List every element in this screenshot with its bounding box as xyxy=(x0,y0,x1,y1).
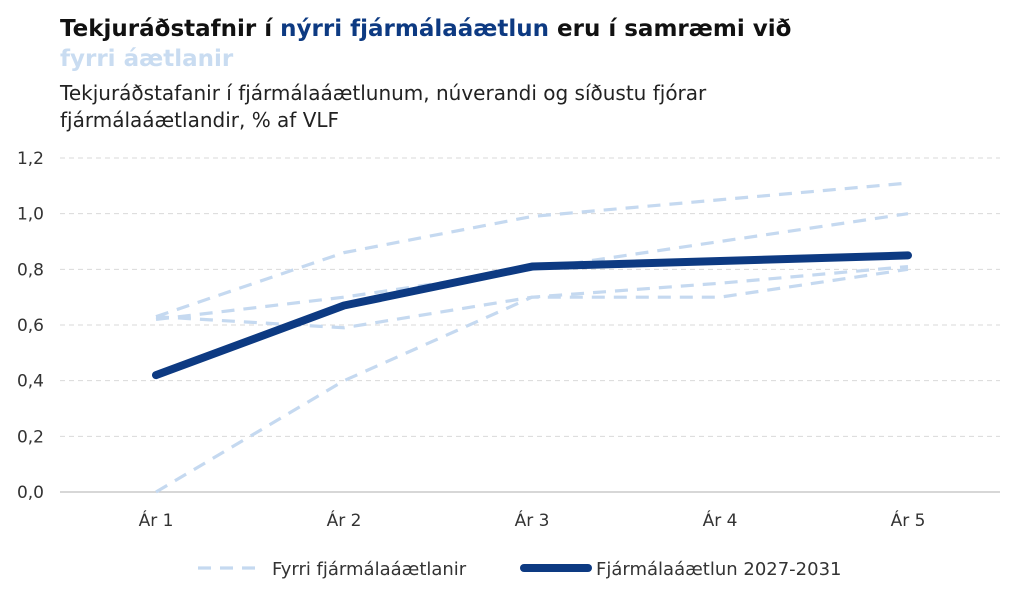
chart-title: Tekjuráðstafnir í nýrri fjármálaáætlun e… xyxy=(60,14,820,74)
x-tick-label: Ár 1 xyxy=(139,509,174,531)
legend-current-label: Fjármálaáætlun 2027-2031 xyxy=(596,559,841,580)
y-tick-label: 1,0 xyxy=(17,205,44,225)
y-tick-label: 1,2 xyxy=(17,149,44,169)
title-part-4: fyrri áætlanir xyxy=(60,46,234,72)
title-part-1: Tekjuráðstafnir í xyxy=(60,16,281,42)
x-tick-label: Ár 2 xyxy=(327,509,362,531)
title-part-3: eru í samræmi við xyxy=(549,16,792,42)
y-tick-label: 0,4 xyxy=(17,372,44,392)
x-tick-label: Ár 3 xyxy=(515,509,550,531)
y-tick-label: 0,2 xyxy=(17,427,44,447)
axis-layer: 0,0 0,2 0,4 0,6 0,8 1,0 1,2 Ár 1 Ár 2 Ár 3 Ár 4 Ár … xyxy=(17,149,1000,531)
y-tick-label: 0,0 xyxy=(17,483,44,503)
title-part-2: nýrri fjármálaáætlun xyxy=(280,16,550,42)
previous-plan-line-3 xyxy=(155,267,909,494)
y-tick-label: 0,6 xyxy=(17,316,44,336)
x-tick-label: Ár 5 xyxy=(891,509,926,531)
previous-plan-line-0 xyxy=(155,181,909,319)
series-layer xyxy=(152,181,912,494)
y-tick-label: 0,8 xyxy=(17,260,44,280)
chart-subtitle: Tekjuráðstafanir í fjármálaáætlunum, núv… xyxy=(60,81,707,132)
x-tick-label: Ár 4 xyxy=(703,509,738,531)
current-plan-line xyxy=(152,251,912,380)
legend: Fyrri fjármálaáætlanir Fjármálaáætlun 202… xyxy=(198,559,841,580)
legend-previous-label: Fyrri fjármálaáætlanir xyxy=(272,559,467,580)
